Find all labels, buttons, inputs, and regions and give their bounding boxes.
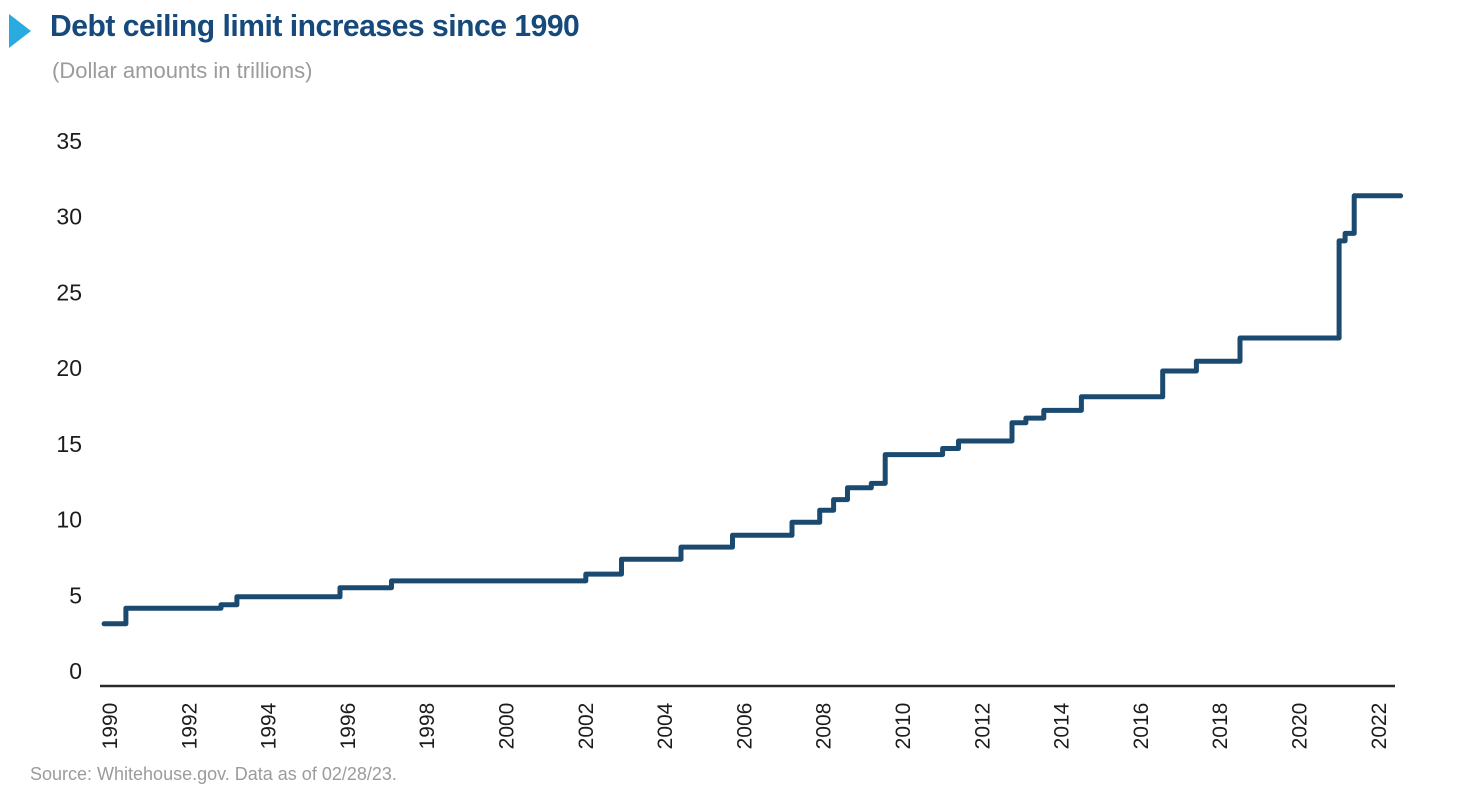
y-tick-label: 0	[69, 658, 82, 684]
x-tick-label: 1994	[258, 702, 281, 749]
source-note: Source: Whitehouse.gov. Data as of 02/28…	[30, 764, 397, 784]
x-tick-label: 1990	[99, 703, 122, 750]
x-tick-label: 2012	[971, 703, 994, 750]
chart-subtitle: (Dollar amounts in trillions)	[52, 58, 313, 83]
x-tick-label: 2020	[1289, 703, 1312, 750]
x-tick-label: 2006	[733, 703, 756, 750]
x-tick-label: 2018	[1209, 703, 1232, 750]
y-tick-label: 35	[56, 128, 82, 154]
x-tick-label: 2000	[496, 703, 519, 750]
y-tick-label: 20	[56, 355, 82, 381]
y-tick-label: 5	[69, 582, 82, 608]
y-tick-label: 15	[56, 431, 82, 457]
x-tick-label: 2002	[575, 703, 598, 750]
y-tick-label: 25	[56, 279, 82, 305]
x-tick-label: 2014	[1051, 702, 1074, 749]
title-arrow-icon	[9, 14, 31, 48]
x-tick-label: 2008	[813, 703, 836, 750]
x-tick-label: 2016	[1130, 703, 1153, 750]
chart-title: Debt ceiling limit increases since 1990	[50, 8, 580, 43]
x-tick-label: 2010	[892, 703, 915, 750]
debt-ceiling-step-line	[101, 193, 1404, 627]
y-tick-label: 30	[56, 204, 82, 230]
x-tick-label: 2004	[654, 702, 677, 749]
x-tick-label: 1998	[416, 703, 439, 750]
x-tick-label: 1992	[178, 703, 201, 750]
x-tick-label: 2022	[1368, 703, 1391, 750]
y-tick-label: 10	[56, 507, 82, 533]
x-tick-label: 1996	[337, 703, 360, 750]
